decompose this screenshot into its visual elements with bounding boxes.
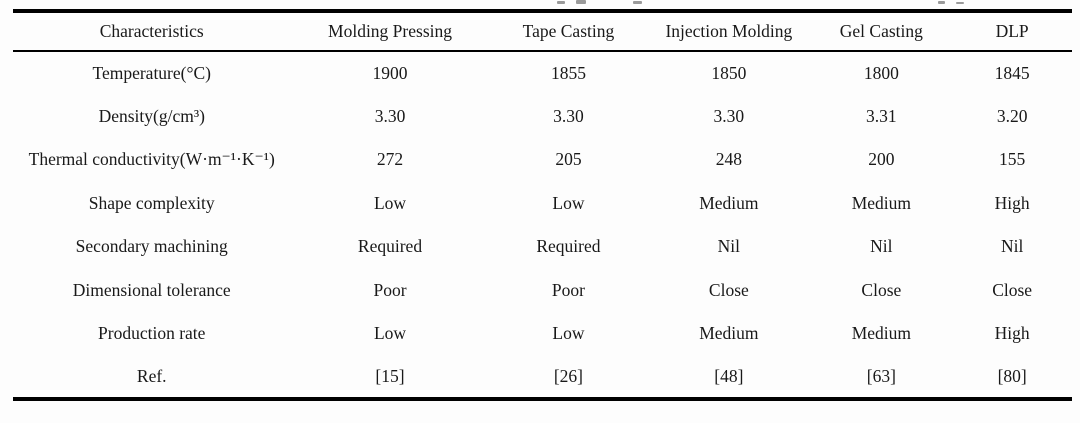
table-cell: Close — [861, 279, 902, 300]
row-label: Production rate — [98, 323, 206, 344]
table-cell: 3.30 — [713, 105, 745, 126]
table-cell: Low — [552, 323, 585, 344]
table-cell: [15] — [375, 365, 405, 386]
table-cell: Low — [373, 192, 407, 213]
row-label: Dimensional tolerance — [72, 279, 231, 300]
caption-descender-mark — [633, 1, 642, 4]
table-cell: 200 — [868, 149, 895, 170]
table-row-secondary-machining: Secondary machining Required Required Ni… — [13, 225, 1072, 269]
table-cell: Nil — [870, 236, 893, 257]
row-label: Temperature(°C) — [92, 62, 211, 83]
table-row-thermal-conductivity: Thermal conductivity(W·m⁻¹·K⁻¹) 272 205 … — [13, 138, 1072, 182]
col-header-molding-pressing: Molding Pressing — [328, 21, 452, 41]
col-header-dlp: DLP — [995, 21, 1029, 41]
row-label: Thermal conductivity(W·m⁻¹·K⁻¹) — [28, 149, 275, 170]
table-row-temperature: Temperature(°C) 1900 1855 1850 1800 1845 — [13, 51, 1072, 95]
table-cell: Close — [992, 279, 1033, 300]
row-label: Secondary machining — [75, 236, 228, 257]
table-cell: High — [994, 323, 1030, 344]
row-label: Shape complexity — [88, 192, 215, 213]
table-row-density: Density(g/cm³) 3.30 3.30 3.30 3.31 3.20 — [13, 95, 1072, 139]
table-cell: 1850 — [711, 62, 747, 83]
table-cell: Medium — [699, 323, 759, 344]
col-header-injection-molding: Injection Molding — [665, 21, 793, 41]
row-label: Density(g/cm³) — [98, 105, 205, 126]
table-cell: Poor — [373, 279, 407, 300]
table-cell: 3.20 — [996, 105, 1028, 126]
caption-descender-mark — [576, 0, 586, 4]
col-header-characteristics: Characteristics — [99, 21, 204, 41]
table-cell: [63] — [866, 365, 896, 386]
caption-descender-mark — [938, 1, 945, 4]
forming-methods-comparison-table: Characteristics Molding Pressing Tape Ca… — [13, 9, 1072, 401]
table-cell: Required — [536, 236, 601, 257]
table-cell: [26] — [553, 365, 584, 386]
table-cell: 1855 — [550, 62, 586, 83]
col-header-tape-casting: Tape Casting — [522, 21, 615, 41]
table-cell: [48] — [714, 365, 744, 386]
table-cell: High — [994, 192, 1030, 213]
table-cell: 1845 — [994, 62, 1030, 83]
table-row-ref: Ref. [15] [26] [48] [63] [80] — [13, 356, 1072, 400]
table-cell: Medium — [851, 192, 911, 213]
table-cell: 3.30 — [553, 105, 584, 126]
header-row: Characteristics Molding Pressing Tape Ca… — [13, 11, 1072, 51]
clipped-caption-fragment — [0, 0, 1080, 6]
table-cell: Poor — [551, 279, 585, 300]
table-cell: 155 — [999, 149, 1026, 170]
table-cell: 248 — [715, 149, 742, 170]
table-cell: Nil — [1000, 236, 1024, 257]
table-cell: 3.30 — [374, 105, 406, 126]
table-cell: Required — [357, 236, 423, 257]
caption-descender-mark — [557, 1, 565, 4]
table-cell: Low — [552, 192, 585, 213]
table-cell: [80] — [997, 365, 1027, 386]
table-cell: Low — [373, 323, 407, 344]
col-header-gel-casting: Gel Casting — [839, 21, 923, 41]
table-cell: Medium — [699, 192, 759, 213]
table-cell: Close — [708, 279, 749, 300]
table-cell: 1900 — [372, 62, 408, 83]
table-cell: 205 — [555, 149, 582, 170]
table-cell: 3.31 — [866, 105, 897, 126]
table-cell: 272 — [376, 149, 404, 170]
table-cell: Medium — [851, 323, 911, 344]
table-row-dimensional-tolerance: Dimensional tolerance Poor Poor Close Cl… — [13, 269, 1072, 313]
table-row-production-rate: Production rate Low Low Medium Medium Hi… — [13, 312, 1072, 356]
caption-descender-mark — [956, 2, 964, 4]
table-row-shape-complexity: Shape complexity Low Low Medium Medium H… — [13, 182, 1072, 226]
table-cell: 1800 — [863, 62, 899, 83]
row-label: Ref. — [136, 365, 167, 386]
table-cell: Nil — [717, 236, 741, 257]
